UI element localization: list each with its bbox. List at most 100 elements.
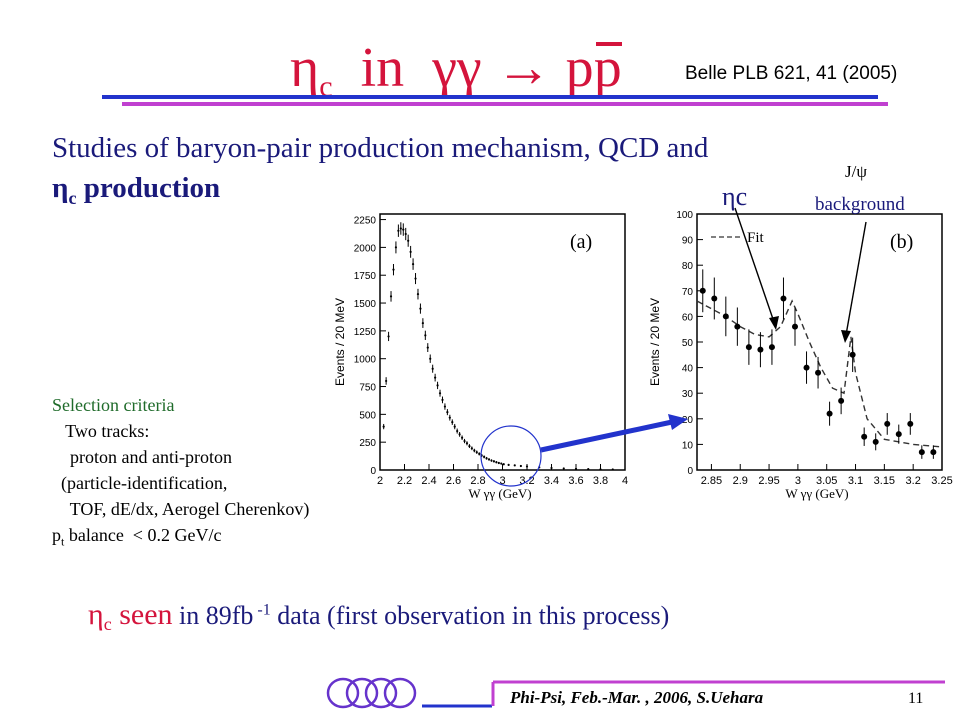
data-point — [550, 466, 553, 470]
x-tick-label: 3.15 — [874, 475, 895, 487]
data-point — [699, 269, 706, 313]
annot-etac: ηc — [722, 182, 748, 211]
zoom-arrow — [540, 419, 673, 453]
data-point — [497, 461, 500, 465]
data-point — [826, 401, 833, 426]
y-tick-label: 20 — [682, 415, 694, 426]
intro-text: Studies of baryon-pair production mechan… — [52, 128, 912, 218]
data-point — [861, 427, 868, 446]
chart-b-panel-label: (b) — [890, 231, 913, 253]
slide-title: ηc in γγ → pp — [290, 38, 622, 117]
data-point — [424, 330, 427, 340]
chart-b-legend-label: Fit — [747, 230, 765, 246]
data-point — [443, 403, 447, 410]
data-point — [792, 307, 798, 346]
x-tick-label: 3 — [499, 475, 505, 487]
y-tick-label: 2000 — [354, 243, 377, 254]
data-point — [387, 331, 390, 342]
data-point — [487, 458, 491, 461]
selection-pt-line: pt balance < 0.2 GeV/c — [52, 525, 222, 549]
seen-rest-1: in 89fb — [172, 601, 254, 630]
x-tick-label: 2.9 — [733, 475, 748, 487]
y-tick-label: 60 — [682, 312, 694, 323]
jpsi-pointer-head — [841, 330, 851, 343]
y-tick-label: 10 — [682, 440, 694, 451]
data-point — [490, 459, 493, 462]
data-point — [757, 332, 764, 368]
selection-line-3: (particle-identification, — [52, 473, 228, 493]
intro-line1: Studies of baryon-pair production mechan… — [52, 132, 709, 164]
y-tick-label: 2250 — [354, 216, 377, 227]
data-point — [872, 433, 879, 451]
data-point — [475, 450, 478, 454]
data-point — [495, 461, 498, 464]
y-tick-label: 40 — [682, 364, 694, 375]
data-point — [519, 464, 522, 468]
y-tick-label: 1750 — [354, 271, 377, 282]
x-tick-label: 3.2 — [906, 475, 921, 487]
data-point — [525, 465, 529, 468]
data-point — [468, 444, 471, 449]
data-point — [402, 223, 405, 236]
annot-background: background — [815, 194, 905, 215]
data-point — [815, 356, 822, 389]
data-point — [409, 245, 412, 258]
data-point — [838, 387, 845, 415]
x-tick-label: 2.4 — [421, 475, 436, 487]
x-tick-label: 4 — [622, 475, 628, 487]
seen-rest-2: data (first observation in this process) — [270, 601, 670, 630]
etac-pointer-head — [769, 316, 779, 330]
selection-line-2: proton and anti-proton — [52, 447, 232, 467]
data-point — [399, 222, 402, 235]
data-point — [478, 452, 481, 456]
data-point — [507, 463, 510, 466]
title-in: in — [360, 37, 405, 99]
seen-eta: η — [88, 598, 104, 631]
data-point — [429, 354, 432, 363]
intro-eta: η — [52, 172, 69, 204]
data-point — [599, 468, 602, 471]
x-tick-label: 2.8 — [470, 475, 485, 487]
x-tick-label: 3.6 — [568, 475, 583, 487]
x-tick-label: 2.85 — [701, 475, 722, 487]
data-point — [421, 318, 424, 328]
x-tick-label: 3.05 — [816, 475, 837, 487]
zoom-circle — [480, 425, 542, 487]
x-tick-label: 2.6 — [446, 475, 461, 487]
data-point — [849, 337, 856, 372]
data-point — [453, 423, 456, 430]
data-point — [397, 224, 400, 237]
chart-a: (a) W γγ (GeV) Events / 20 MeV 2 2.2 2.4 2.… — [333, 213, 628, 501]
seen-sup: -1 — [253, 601, 271, 619]
y-tick-label: 1500 — [354, 299, 377, 310]
title-eta-sub: c — [319, 70, 333, 103]
logo-rings-icon — [326, 677, 417, 709]
data-point — [404, 227, 407, 241]
data-point — [722, 296, 729, 337]
data-point — [500, 462, 503, 465]
data-point — [803, 351, 810, 384]
data-point — [456, 428, 459, 434]
chart-a-ylabel: Events / 20 MeV — [333, 298, 347, 386]
y-tick-label: 1000 — [354, 355, 377, 366]
data-point — [431, 364, 434, 373]
chart-a-panel-label: (a) — [570, 231, 592, 253]
x-tick-label: 3 — [795, 475, 801, 487]
y-tick-label: 0 — [370, 466, 376, 477]
data-point — [419, 303, 422, 314]
data-point — [562, 467, 565, 470]
y-tick-label: 0 — [687, 466, 693, 477]
data-point — [884, 413, 891, 435]
data-point — [473, 448, 476, 453]
data-point — [382, 423, 385, 430]
data-point — [930, 445, 937, 459]
selection-header: Selection criteria — [52, 395, 175, 415]
x-tick-label: 2 — [377, 475, 383, 487]
seen-eta-sub: c — [103, 614, 112, 635]
y-tick-label: 50 — [682, 338, 694, 349]
data-point — [411, 258, 415, 270]
reference: Belle PLB 621, 41 (2005) — [685, 63, 898, 84]
selection-line-4: TOF, dE/dx, Aerogel Cherenkov) — [52, 499, 310, 519]
data-point — [434, 373, 437, 382]
